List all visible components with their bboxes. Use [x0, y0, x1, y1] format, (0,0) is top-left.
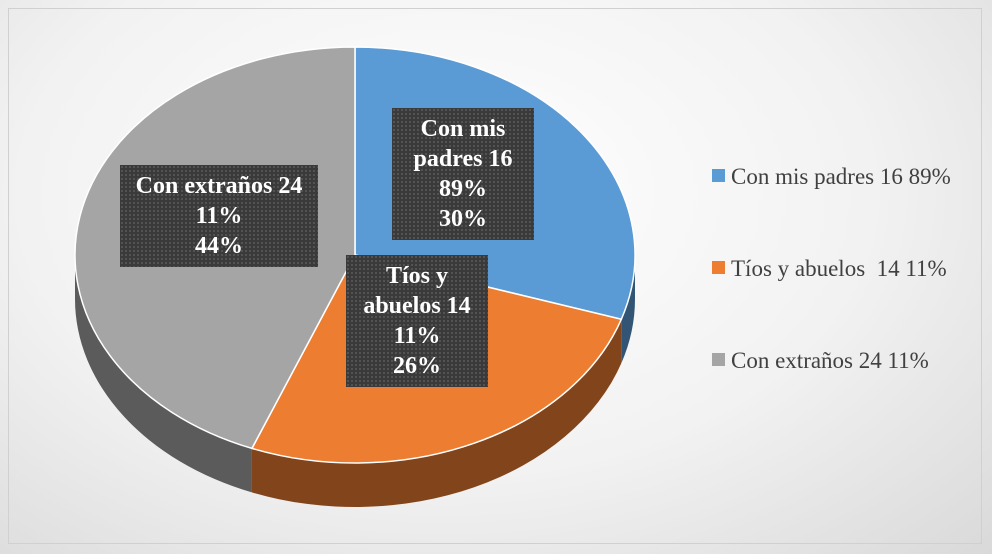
data-label: Con extraños 24 11% 44%: [120, 165, 318, 267]
legend-swatch: [712, 353, 725, 366]
legend-item: Tíos y abuelos 14 11%: [712, 254, 982, 284]
legend-label: Con extraños 24 11%: [731, 348, 929, 373]
legend-swatch: [712, 169, 725, 182]
slice-side: [251, 319, 622, 507]
data-label: Con mis padres 16 89% 30%: [392, 108, 534, 240]
data-label-value: 26%: [393, 353, 441, 379]
data-label-value: 30%: [439, 206, 487, 232]
legend-swatch: [712, 261, 725, 274]
legend-label: Con mis padres 16 89%: [731, 164, 951, 189]
legend-label: Tíos y abuelos 14 11%: [731, 256, 947, 281]
data-label-category: Tíos y abuelos 14 11%: [363, 263, 471, 349]
data-label-category: Con mis padres 16 89%: [413, 116, 513, 202]
data-label: Tíos y abuelos 14 11% 26%: [346, 255, 488, 387]
chart-frame: [8, 8, 982, 544]
data-label-category: Con extraños 24 11%: [135, 173, 303, 229]
slice-side: [74, 255, 252, 493]
slice-side: [621, 255, 635, 364]
data-label-value: 44%: [195, 233, 243, 259]
legend-item: Con mis padres 16 89%: [712, 162, 982, 192]
legend-item: Con extraños 24 11%: [712, 346, 982, 376]
